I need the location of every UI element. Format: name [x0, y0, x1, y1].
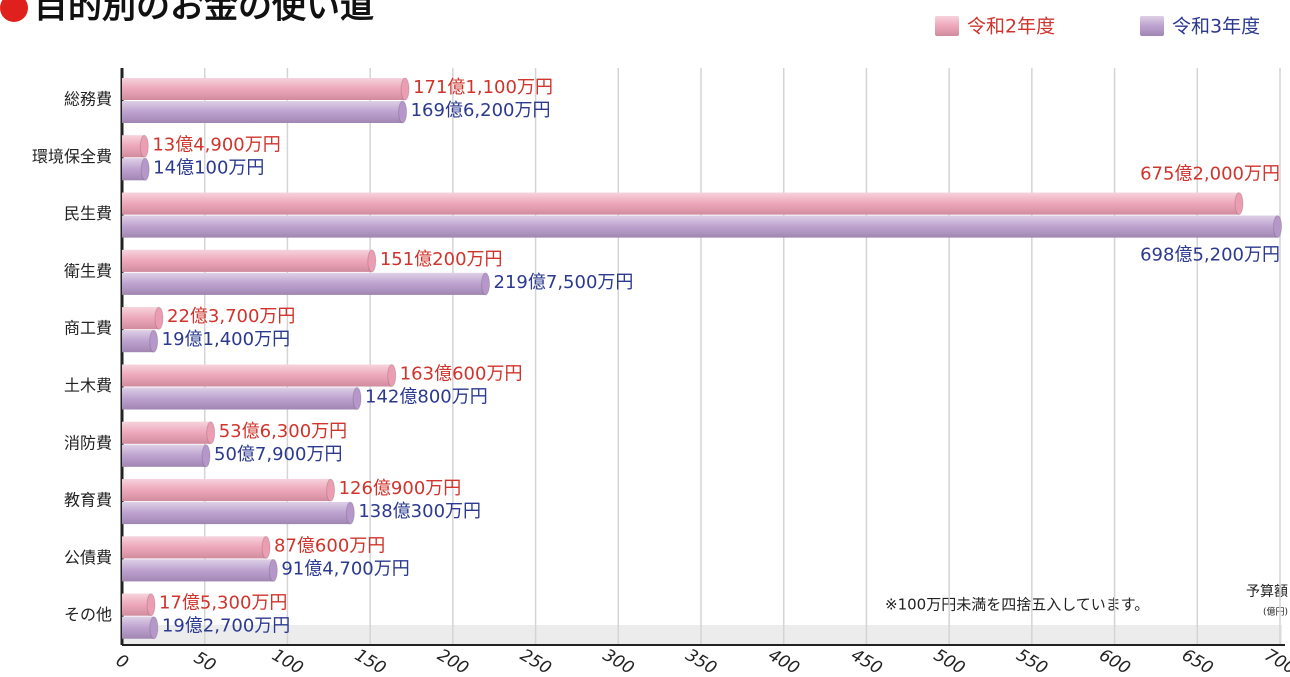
x-tick-label: 500: [930, 645, 968, 677]
x-tick-label: 0: [112, 651, 131, 674]
bar-shine: [122, 364, 392, 387]
bar-end: [398, 100, 408, 124]
bar-shine: [122, 158, 146, 181]
bar-end: [201, 444, 211, 468]
value-label: 17億5,300万円: [159, 593, 287, 614]
y-tick-label: その他: [64, 605, 112, 624]
value-label: 169億6,200万円: [411, 100, 551, 121]
bar-end: [352, 387, 362, 410]
bar-shine: [122, 559, 274, 582]
bar-end: [261, 535, 271, 559]
bar-shine: [122, 101, 403, 123]
value-label: 19億2,700万円: [162, 616, 290, 637]
note: ※100万円未満を四捨五入しています。: [885, 596, 1149, 614]
bar-end: [146, 593, 156, 617]
bar-shine: [122, 444, 207, 467]
bar-shine: [122, 593, 151, 616]
bar-end: [206, 421, 216, 445]
x-tick-label: 700: [1261, 645, 1290, 677]
y-tick-label: 公債費: [64, 548, 112, 567]
bar-end: [149, 616, 159, 640]
value-label: 142億800万円: [365, 387, 488, 408]
value-label: 675億2,000万円: [1140, 164, 1280, 185]
bar-shine: [122, 616, 154, 639]
chart-title: 目的別のお金の使い道: [34, 0, 374, 27]
bar-end: [345, 501, 355, 525]
y-tick-label: 環境保全費: [32, 147, 112, 166]
x-tick-label: 350: [682, 645, 720, 677]
value-label: 13億4,900万円: [152, 134, 280, 155]
bar-shine: [122, 249, 372, 272]
bar-shine: [122, 192, 1239, 215]
legend-label: 令和2年度: [967, 16, 1055, 38]
y-tick-label: 消防費: [64, 433, 112, 452]
legend-swatch-shine: [935, 16, 959, 36]
bar-shine: [122, 387, 358, 410]
y-tick-label: 教育費: [64, 491, 112, 510]
bar-shine: [122, 78, 406, 100]
value-label: 87億600万円: [274, 535, 385, 556]
bar-shine: [122, 272, 486, 295]
x-tick-label: 600: [1096, 645, 1134, 677]
value-label: 14億100万円: [153, 157, 264, 178]
value-label: 126億900万円: [339, 478, 462, 499]
x-tick-label: 50: [190, 648, 219, 676]
bar-end: [367, 249, 377, 273]
y-tick-label: 商工費: [64, 319, 112, 338]
floor: [122, 625, 1282, 645]
value-label: 19億1,400万円: [162, 329, 290, 350]
value-label: 53億6,300万円: [219, 421, 347, 442]
value-label: 91億4,700万円: [281, 558, 409, 579]
bar-shine: [122, 421, 211, 444]
x-axis-label: 予算額: [1246, 584, 1288, 600]
value-label: 698億5,200万円: [1140, 245, 1280, 266]
bar-shine: [122, 502, 351, 525]
bar-end: [326, 478, 336, 502]
y-tick-label: 民生費: [64, 204, 112, 223]
bar-end: [149, 329, 159, 353]
title-bullet: [0, 0, 28, 22]
x-tick-label: 550: [1013, 645, 1051, 677]
bar-end: [387, 364, 397, 387]
bar-end: [1273, 215, 1283, 239]
bar-shine: [122, 330, 154, 353]
bar-shine: [122, 135, 145, 158]
x-tick-label: 250: [517, 645, 555, 677]
bar-end: [139, 134, 149, 158]
x-tick-label: 100: [268, 645, 306, 677]
value-label: 151億200万円: [380, 249, 503, 270]
value-label: 50億7,900万円: [214, 444, 342, 465]
bar-shine: [122, 536, 267, 559]
y-tick-label: 総務費: [64, 90, 112, 109]
value-label: 163億600万円: [400, 364, 523, 385]
bar-end: [400, 77, 410, 101]
value-label: 219億7,500万円: [494, 272, 634, 293]
bar-shine: [122, 479, 331, 502]
legend-swatch-shine: [1140, 16, 1164, 36]
x-tick-label: 300: [599, 645, 637, 677]
x-axis-unit: (億円): [1263, 606, 1288, 618]
x-tick-label: 450: [847, 645, 885, 677]
bar-shine: [122, 307, 160, 330]
x-tick-label: 400: [765, 645, 803, 677]
x-tick-label: 150: [351, 645, 389, 677]
value-label: 22億3,700万円: [167, 306, 295, 327]
bar-end: [268, 558, 278, 582]
bar-end: [154, 306, 164, 330]
bar-end: [481, 272, 491, 296]
bar-end: [1234, 192, 1244, 216]
y-tick-label: 土木費: [64, 376, 112, 395]
legend-label: 令和3年度: [1172, 16, 1260, 38]
value-label: 138億300万円: [358, 501, 481, 522]
x-tick-label: 200: [434, 645, 472, 677]
bar-end: [140, 157, 150, 181]
x-tick-label: 650: [1178, 645, 1216, 677]
value-label: 171億1,100万円: [413, 77, 553, 98]
y-tick-label: 衛生費: [64, 261, 112, 280]
bar-shine: [122, 215, 1278, 238]
